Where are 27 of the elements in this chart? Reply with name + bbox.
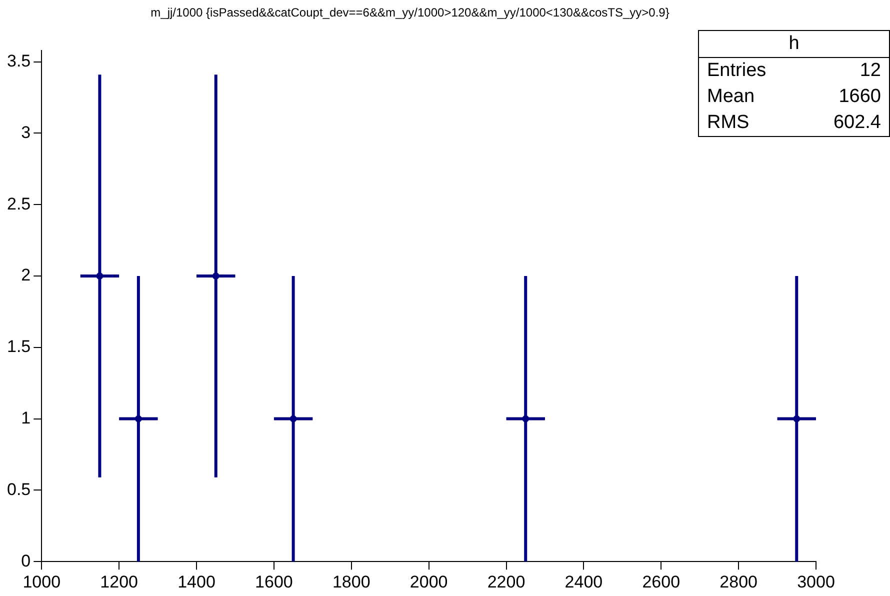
x-tick-label: 2800 bbox=[720, 572, 758, 592]
x-tick-label: 2200 bbox=[487, 572, 526, 592]
annotation: h bbox=[699, 31, 889, 58]
annotation: Entries bbox=[707, 59, 766, 83]
chart-title: m_jj/1000 {isPassed&&catCoupt_dev==6&&m_yy/1000>120&&m_yy/1000<130&&cosTS_yy>0.9} bbox=[150, 6, 670, 20]
x-tick-label: 2400 bbox=[564, 572, 603, 592]
x-tick-label: 2600 bbox=[642, 572, 680, 592]
y-tick-label: 2.5 bbox=[6, 194, 31, 214]
y-tick-label: 3.5 bbox=[6, 52, 31, 71]
y-tick-label: 0 bbox=[21, 551, 31, 570]
x-tick-label: 1400 bbox=[178, 572, 216, 592]
y-tick-label: 3 bbox=[21, 122, 31, 142]
x-tick-label: 1200 bbox=[100, 572, 138, 592]
x-tick-label: 1000 bbox=[22, 572, 61, 592]
y-tick-label: 1 bbox=[21, 408, 31, 428]
annotation: Mean bbox=[707, 85, 755, 109]
x-tick-label: 1600 bbox=[255, 572, 293, 592]
x-tick-label: 2000 bbox=[410, 572, 448, 592]
y-tick-label: 2 bbox=[21, 266, 31, 285]
x-tick-label: 1800 bbox=[332, 572, 370, 592]
text: 1660 bbox=[838, 85, 881, 109]
text: 602.4 bbox=[833, 111, 881, 135]
y-tick-label: 1.5 bbox=[6, 337, 31, 356]
annotation: RMS bbox=[707, 111, 750, 135]
text: 12 bbox=[860, 59, 881, 83]
y-tick-label: 0.5 bbox=[6, 480, 31, 499]
x-tick-label: 3000 bbox=[797, 572, 835, 592]
